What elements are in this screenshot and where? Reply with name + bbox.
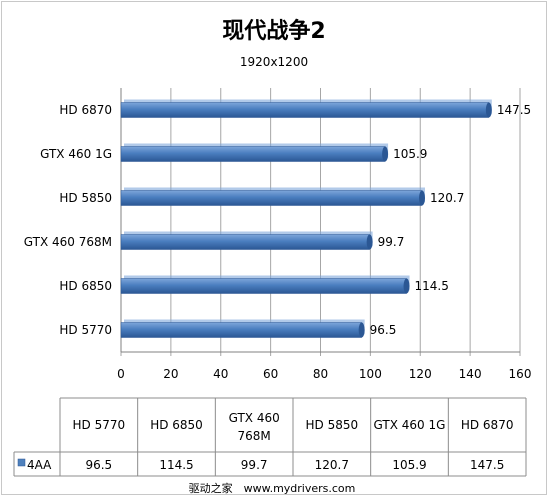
data-label: 99.7: [378, 235, 405, 249]
legend-key: [17, 458, 26, 467]
table-header: HD 5850: [306, 418, 359, 432]
x-tick-label: 60: [263, 367, 278, 381]
labels: 0 20 40 60 80 100 120 140 160 HD 5770 96.5 HD 6850 1…: [24, 103, 532, 381]
grid-lines: [120, 88, 521, 356]
bar-cap: [485, 102, 492, 118]
data-label: 96.5: [370, 323, 397, 337]
x-tick-label: 100: [359, 367, 382, 381]
bar: [120, 234, 370, 250]
table-cell: 99.7: [241, 458, 268, 472]
category-label: HD 6850: [59, 279, 112, 293]
bar: [120, 102, 490, 118]
chart-title: 现代战争2: [222, 18, 325, 44]
category-label: HD 5850: [59, 191, 112, 205]
x-tick-label: 80: [313, 367, 328, 381]
bar: [120, 322, 362, 338]
table-cell: 96.5: [85, 458, 112, 472]
data-label: 105.9: [393, 147, 427, 161]
x-tick-label: 160: [509, 367, 532, 381]
bar-cap: [382, 146, 389, 162]
table-header: 768M: [238, 429, 271, 443]
x-tick-label: 140: [459, 367, 482, 381]
data-label: 114.5: [415, 279, 449, 293]
x-tick-label: 40: [213, 367, 228, 381]
table-header: HD 6850: [150, 418, 203, 432]
table-header: GTX 460: [229, 411, 280, 425]
category-label: GTX 460 768M: [24, 235, 112, 249]
table-cell: 105.9: [392, 458, 426, 472]
x-tick-label: 120: [409, 367, 432, 381]
table-cell: 120.7: [315, 458, 349, 472]
table-header: HD 6870: [461, 418, 514, 432]
bar-cap: [358, 322, 365, 338]
bar-cap: [366, 234, 373, 250]
category-label: GTX 460 1G: [40, 147, 112, 161]
legend-label: 4AA: [27, 458, 52, 472]
table-cell: 114.5: [159, 458, 193, 472]
data-label: 147.5: [497, 103, 531, 117]
bar: [120, 190, 423, 206]
bar-cap: [418, 190, 425, 206]
bar: [120, 146, 386, 162]
category-label: HD 5770: [59, 323, 112, 337]
table-cell: 147.5: [470, 458, 504, 472]
bar: [120, 278, 407, 294]
table-header: GTX 460 1G: [374, 418, 446, 432]
category-label: HD 6870: [59, 103, 112, 117]
table-header: HD 5770: [73, 418, 126, 432]
x-tick-label: 0: [117, 367, 125, 381]
x-tick-label: 20: [163, 367, 178, 381]
footer-credit: 驱动之家 www.mydrivers.com: [189, 481, 356, 495]
chart-subtitle: 1920x1200: [240, 55, 308, 69]
bar-cap: [403, 278, 410, 294]
data-table: HD 5770 96.5 HD 6850 114.5 GTX 460 768M 99.7 HD…: [13, 397, 527, 477]
bars: [120, 99, 492, 338]
data-label: 120.7: [430, 191, 464, 205]
